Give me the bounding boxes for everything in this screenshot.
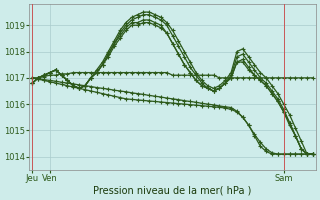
X-axis label: Pression niveau de la mer( hPa ): Pression niveau de la mer( hPa ) (93, 186, 252, 196)
